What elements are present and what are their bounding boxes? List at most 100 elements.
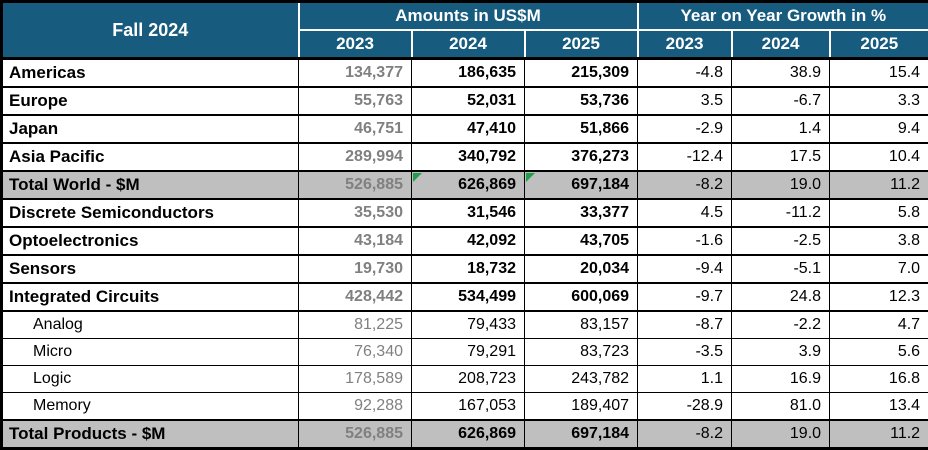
amount-cell-2025: 376,273 — [525, 143, 638, 171]
amount-cell-2023: 92,288 — [299, 393, 412, 421]
growth-cell-2024: -2.5 — [732, 227, 830, 255]
amount-cell-2025: 33,377 — [525, 199, 638, 227]
row-label: Integrated Circuits — [2, 283, 299, 311]
amount-cell-2025: 243,782 — [525, 366, 638, 393]
growth-cell-2024: 38.9 — [732, 59, 830, 88]
growth-cell-2023: -4.8 — [638, 59, 732, 88]
amount-cell-2023: 76,340 — [299, 339, 412, 366]
amount-cell-2025: 189,407 — [525, 393, 638, 421]
growth-cell-2024: 3.9 — [732, 339, 830, 366]
growth-cell-2024: 81.0 — [732, 393, 830, 421]
amount-cell-2025: 215,309 — [525, 59, 638, 88]
growth-cell-2025: 11.2 — [830, 171, 928, 199]
growth-cell-2024: -6.7 — [732, 87, 830, 115]
amount-cell-2024: 208,723 — [412, 366, 525, 393]
amount-cell-2024: 52,031 — [412, 87, 525, 115]
growth-cell-2025: 10.4 — [830, 143, 928, 171]
row-label: Sensors — [2, 255, 299, 283]
row-label: Micro — [2, 339, 299, 366]
amount-cell-2025: 43,705 — [525, 227, 638, 255]
amount-cell-2025: 697,184 — [525, 420, 638, 449]
amount-cell-2023: 289,994 — [299, 143, 412, 171]
growth-cell-2025: 16.8 — [830, 366, 928, 393]
amount-cell-2023: 46,751 — [299, 115, 412, 143]
amount-cell-2024: 186,635 — [412, 59, 525, 88]
growth-cell-2023: -12.4 — [638, 143, 732, 171]
growth-year-header-2024: 2024 — [732, 30, 830, 59]
forecast-table-container: Fall 2024 Amounts in US$M Year on Year G… — [0, 0, 928, 440]
amount-cell-2025: 53,736 — [525, 87, 638, 115]
growth-cell-2023: 1.1 — [638, 366, 732, 393]
amounts-year-header-2023: 2023 — [299, 30, 412, 59]
amount-cell-2024: 79,433 — [412, 311, 525, 339]
amount-cell-2024: 31,546 — [412, 199, 525, 227]
amount-cell-2023: 428,442 — [299, 283, 412, 311]
growth-cell-2025: 11.2 — [830, 420, 928, 449]
row-label: Total Products - $M — [2, 420, 299, 449]
amount-cell-2024: 42,092 — [412, 227, 525, 255]
amount-cell-2024: 18,732 — [412, 255, 525, 283]
growth-cell-2024: 17.5 — [732, 143, 830, 171]
row-label: Japan — [2, 115, 299, 143]
amounts-year-header-2025: 2025 — [525, 30, 638, 59]
growth-cell-2023: -1.6 — [638, 227, 732, 255]
amount-cell-2024: 47,410 — [412, 115, 525, 143]
amount-cell-2023: 178,589 — [299, 366, 412, 393]
row-label: Americas — [2, 59, 299, 88]
growth-cell-2024: 24.8 — [732, 283, 830, 311]
amount-cell-2025: 697,184 — [525, 171, 638, 199]
growth-cell-2023: -28.9 — [638, 393, 732, 421]
growth-cell-2023: -8.2 — [638, 420, 732, 449]
amount-cell-2024: 626,869 — [412, 420, 525, 449]
amount-cell-2025: 83,723 — [525, 339, 638, 366]
row-label: Discrete Semiconductors — [2, 199, 299, 227]
row-label: Logic — [2, 366, 299, 393]
amount-cell-2023: 35,530 — [299, 199, 412, 227]
growth-cell-2023: 4.5 — [638, 199, 732, 227]
growth-cell-2025: 3.3 — [830, 87, 928, 115]
growth-cell-2023: -2.9 — [638, 115, 732, 143]
growth-cell-2025: 5.8 — [830, 199, 928, 227]
amount-cell-2023: 526,885 — [299, 171, 412, 199]
amount-cell-2023: 526,885 — [299, 420, 412, 449]
amount-cell-2023: 55,763 — [299, 87, 412, 115]
amount-cell-2025: 600,069 — [525, 283, 638, 311]
growth-cell-2023: -8.2 — [638, 171, 732, 199]
growth-cell-2023: -9.7 — [638, 283, 732, 311]
growth-cell-2023: 3.5 — [638, 87, 732, 115]
growth-cell-2025: 13.4 — [830, 393, 928, 421]
growth-cell-2024: -11.2 — [732, 199, 830, 227]
amount-cell-2025: 51,866 — [525, 115, 638, 143]
growth-cell-2024: 1.4 — [732, 115, 830, 143]
amount-cell-2025: 83,157 — [525, 311, 638, 339]
row-label: Total World - $M — [2, 171, 299, 199]
growth-cell-2025: 12.3 — [830, 283, 928, 311]
growth-cell-2024: -5.1 — [732, 255, 830, 283]
amounts-year-header-2024: 2024 — [412, 30, 525, 59]
amount-cell-2025: 20,034 — [525, 255, 638, 283]
amount-cell-2024: 340,792 — [412, 143, 525, 171]
amounts-group-header: Amounts in US$M — [299, 2, 638, 31]
growth-cell-2023: -3.5 — [638, 339, 732, 366]
growth-cell-2023: -8.7 — [638, 311, 732, 339]
amount-cell-2024: 626,869 — [412, 171, 525, 199]
growth-year-header-2023: 2023 — [638, 30, 732, 59]
growth-cell-2024: -2.2 — [732, 311, 830, 339]
row-label: Optoelectronics — [2, 227, 299, 255]
growth-cell-2025: 3.8 — [830, 227, 928, 255]
row-label: Memory — [2, 393, 299, 421]
growth-cell-2025: 4.7 — [830, 311, 928, 339]
growth-year-header-2025: 2025 — [830, 30, 928, 59]
